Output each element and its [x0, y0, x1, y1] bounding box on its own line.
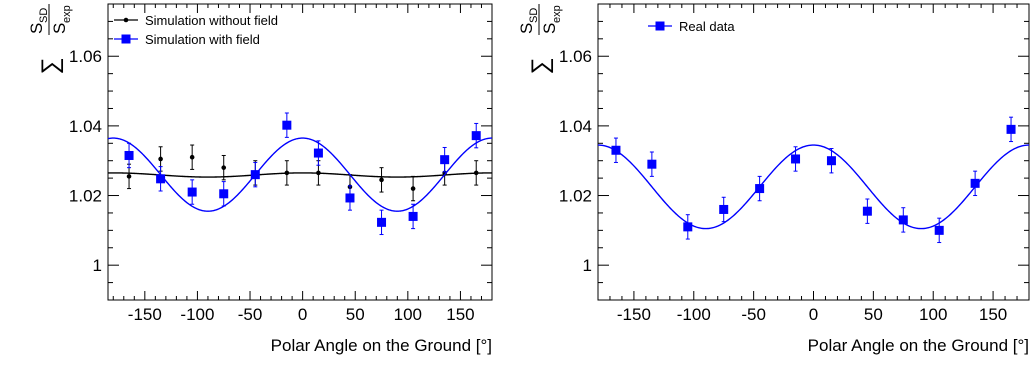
y-axis-num: S: [517, 23, 536, 34]
data-point: [124, 150, 134, 160]
data-point: [408, 211, 418, 221]
x-tick-label: -150: [617, 305, 651, 324]
x-tick-label: -50: [741, 305, 766, 324]
series-1: [597, 116, 1030, 244]
series-2: [107, 112, 493, 236]
x-tick-label: 0: [809, 305, 818, 324]
y-tick-label: 1.06: [559, 47, 592, 66]
legend-label: Simulation with field: [145, 32, 260, 47]
y-tick-label: 1: [583, 256, 592, 275]
data-point: [719, 204, 729, 214]
data-point: [683, 222, 693, 232]
x-tick-label: 0: [298, 305, 307, 324]
x-tick-label: -150: [128, 305, 162, 324]
y-tick-label: 1: [93, 256, 102, 275]
data-point: [647, 159, 657, 169]
data-point: [898, 215, 908, 225]
x-tick-label: -100: [677, 305, 711, 324]
y-tick-label: 1.04: [559, 117, 592, 136]
fit-curve: [107, 137, 493, 212]
legend-label: Simulation without field: [145, 13, 278, 28]
data-point: [471, 131, 481, 141]
x-tick-label: 150: [446, 305, 474, 324]
data-point: [189, 154, 195, 160]
fit-curve: [597, 144, 1030, 230]
y-axis-num-sub: SD: [38, 8, 50, 23]
x-tick-label: -100: [180, 305, 214, 324]
x-axis-title: Polar Angle on the Ground [°]: [808, 336, 1029, 355]
series-1: [107, 144, 493, 202]
plot-frame: [107, 3, 493, 301]
y-axis-sum-symbol: ∑: [37, 57, 64, 74]
data-point: [158, 156, 163, 162]
data-point: [221, 165, 227, 170]
x-tick-label: 100: [394, 305, 422, 324]
x-tick-label: -50: [238, 305, 263, 324]
y-axis-num-sub: SD: [528, 8, 540, 23]
data-point: [187, 187, 197, 197]
fit-curve: [107, 172, 493, 178]
x-tick-label: 50: [346, 305, 365, 324]
chart-panel-2: -150 -100 -50 0 50 100 150 1 1.02 1.04 1.06 Polar A…: [517, 3, 1030, 355]
y-tick-label: 1.04: [69, 117, 102, 136]
legend-marker: [121, 34, 131, 44]
data-point: [826, 156, 836, 166]
data-point: [126, 174, 132, 179]
legend-label: Real data: [679, 19, 735, 34]
y-axis-den-sub: exp: [61, 5, 73, 23]
legend: Simulation without field Simulation with …: [114, 13, 278, 47]
data-point: [250, 170, 260, 180]
data-point: [970, 178, 980, 188]
data-point: [379, 177, 384, 183]
x-tick-label: 100: [919, 305, 947, 324]
y-axis-den-sub: exp: [551, 5, 563, 23]
y-tick-label: 1.02: [559, 187, 592, 206]
data-point: [473, 170, 479, 176]
chart-panel-1: -150 -100 -50 0 50 100 150 1 1.02 1.04 1.06 Polar A…: [27, 3, 493, 355]
y-tick-label: 1.06: [69, 47, 102, 66]
data-point: [219, 189, 229, 199]
y-axis-num: S: [27, 23, 46, 34]
y-axis-den: S: [50, 23, 69, 34]
y-tick-label: 1.02: [69, 187, 102, 206]
data-point: [284, 170, 290, 176]
data-point: [611, 145, 621, 155]
data-point: [1006, 124, 1016, 134]
x-tick-label: 150: [979, 305, 1007, 324]
data-point: [755, 184, 765, 194]
legend-marker: [123, 17, 129, 23]
data-point: [934, 225, 944, 235]
x-tick-label: 50: [864, 305, 883, 324]
data-point: [410, 186, 416, 191]
data-point: [862, 206, 872, 216]
y-axis-sum-symbol: ∑: [527, 57, 554, 74]
legend-marker: [655, 21, 665, 31]
data-point: [345, 193, 355, 203]
y-axis-den: S: [540, 23, 559, 34]
data-point: [156, 174, 166, 184]
plot-frame: [597, 3, 1030, 301]
data-point: [313, 148, 323, 158]
data-point: [440, 155, 450, 165]
x-axis-title: Polar Angle on the Ground [°]: [271, 336, 492, 355]
data-point: [282, 120, 292, 130]
data-point: [377, 217, 387, 227]
data-point: [316, 170, 321, 176]
legend: Real data: [648, 19, 735, 34]
data-point: [791, 154, 801, 164]
